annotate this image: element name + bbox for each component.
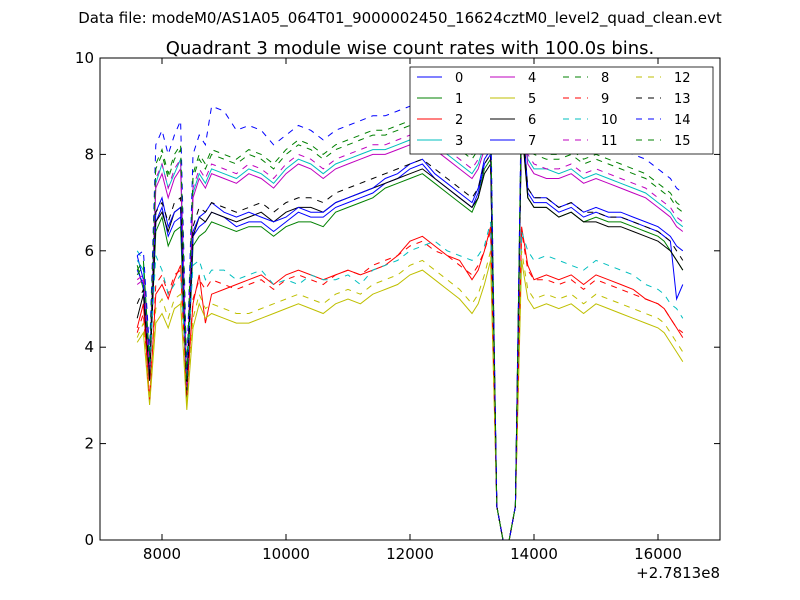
suptitle: Data file: modeM0/AS1A05_064T01_90000024…	[78, 9, 722, 28]
series-line-6	[136, 125, 684, 540]
legend-label-5: 5	[528, 92, 536, 107]
series-line-2	[136, 226, 684, 540]
y-tick-label: 8	[84, 145, 94, 163]
series-line-5	[136, 260, 684, 540]
x-tick-label: 14000	[510, 545, 558, 563]
legend-label-4: 4	[528, 71, 536, 86]
y-tick-label: 4	[84, 338, 94, 356]
legend-label-15: 15	[674, 134, 691, 149]
x-tick-label: 16000	[634, 545, 682, 563]
legend-label-11: 11	[601, 134, 618, 149]
series-line-11	[136, 101, 684, 540]
x-tick-label: 12000	[386, 545, 434, 563]
legend-label-10: 10	[601, 113, 618, 128]
plot-frame	[99, 57, 721, 541]
series-line-0	[136, 110, 684, 540]
legend-label-6: 6	[528, 113, 536, 128]
y-tick-label: 6	[84, 242, 94, 260]
legend-label-0: 0	[455, 71, 463, 86]
legend-label-12: 12	[674, 71, 691, 86]
y-tick-label: 0	[84, 531, 94, 549]
legend-label-14: 14	[674, 113, 691, 128]
y-tick-label: 2	[84, 435, 94, 453]
series-line-13	[136, 115, 684, 540]
legend-label-7: 7	[528, 134, 536, 149]
legend-label-13: 13	[674, 92, 691, 107]
legend-label-8: 8	[601, 71, 609, 86]
series-layer	[136, 82, 684, 540]
x-tick-label: 8000	[143, 545, 181, 563]
legend-label-2: 2	[455, 113, 463, 128]
legend-label-9: 9	[601, 92, 609, 107]
chart-title: Quadrant 3 module wise count rates with …	[166, 38, 655, 59]
series-line-10	[136, 221, 684, 540]
x-offset-label: +2.7813e8	[636, 564, 720, 582]
x-tick-label: 10000	[262, 545, 310, 563]
legend-label-1: 1	[455, 92, 463, 107]
legend-box	[409, 66, 714, 155]
y-tick-label: 10	[75, 49, 94, 67]
legend-label-3: 3	[455, 134, 463, 149]
series-line-1	[136, 120, 684, 540]
